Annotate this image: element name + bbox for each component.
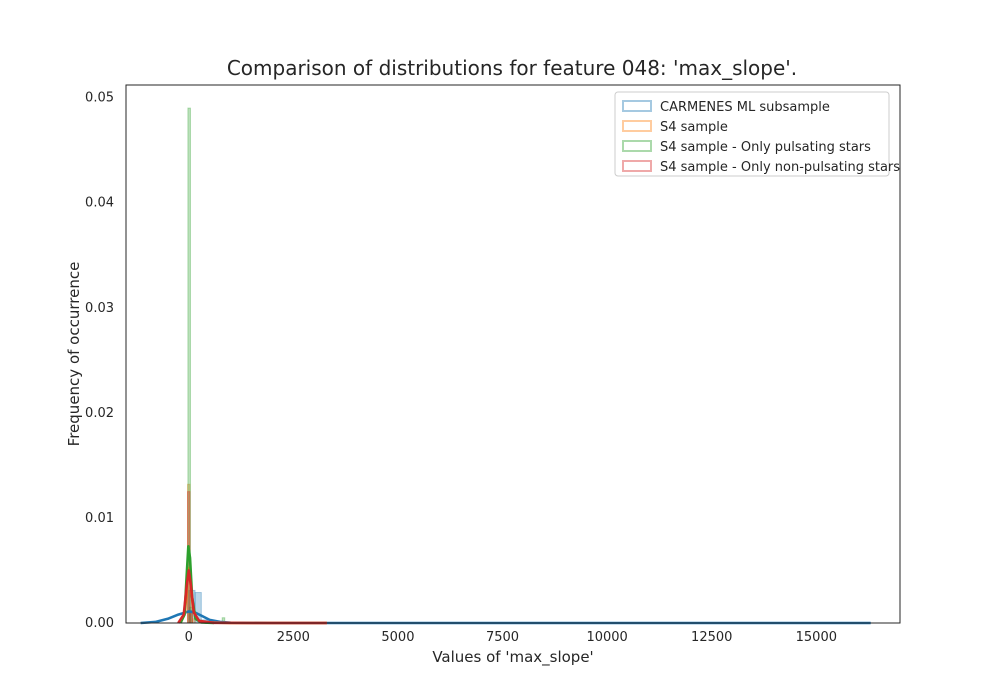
legend-box	[614, 91, 890, 177]
x-tick-label: 12500	[691, 630, 732, 645]
x-tick-label: 0	[185, 630, 193, 645]
y-tick-label: 0.05	[85, 91, 114, 106]
x-tick-label: 2500	[277, 630, 310, 645]
legend-swatch-1	[622, 120, 652, 132]
kde-line-0	[140, 610, 871, 625]
x-axis-label: Values of 'max_slope'	[432, 648, 593, 667]
legend-label-3: S4 sample - Only non-pulsating stars	[660, 160, 900, 175]
y-tick-label: 0.00	[85, 616, 114, 631]
legend: CARMENES ML subsample S4 sample S4 sample …	[614, 91, 900, 177]
legend-label-2: S4 sample - Only pulsating stars	[660, 140, 871, 155]
legend-label-0: CARMENES ML subsample	[660, 100, 830, 115]
hist-bar-3-1	[189, 611, 194, 624]
x-tick-label: 15000	[796, 630, 837, 645]
axes: 0 2500 5000 7500 10000 12500 15000 0.00 0.01 0.02…	[85, 84, 901, 645]
x-tick-label: 7500	[486, 630, 519, 645]
y-tick-label: 0.04	[85, 196, 114, 211]
y-axis-label: Frequency of occurrence	[65, 262, 83, 447]
plot-area	[140, 107, 871, 625]
legend-swatch-0	[622, 100, 652, 112]
y-tick-label: 0.02	[85, 406, 114, 421]
chart-title: Comparison of distributions for feature …	[227, 56, 797, 80]
plot-frame	[125, 84, 901, 624]
legend-swatch-2	[622, 140, 652, 152]
y-tick-label: 0.03	[85, 301, 114, 316]
legend-label-1: S4 sample	[660, 120, 728, 135]
x-tick-label: 5000	[381, 630, 414, 645]
legend-swatch-3	[622, 160, 652, 172]
y-tick-label: 0.01	[85, 511, 114, 526]
x-tick-label: 10000	[586, 630, 627, 645]
